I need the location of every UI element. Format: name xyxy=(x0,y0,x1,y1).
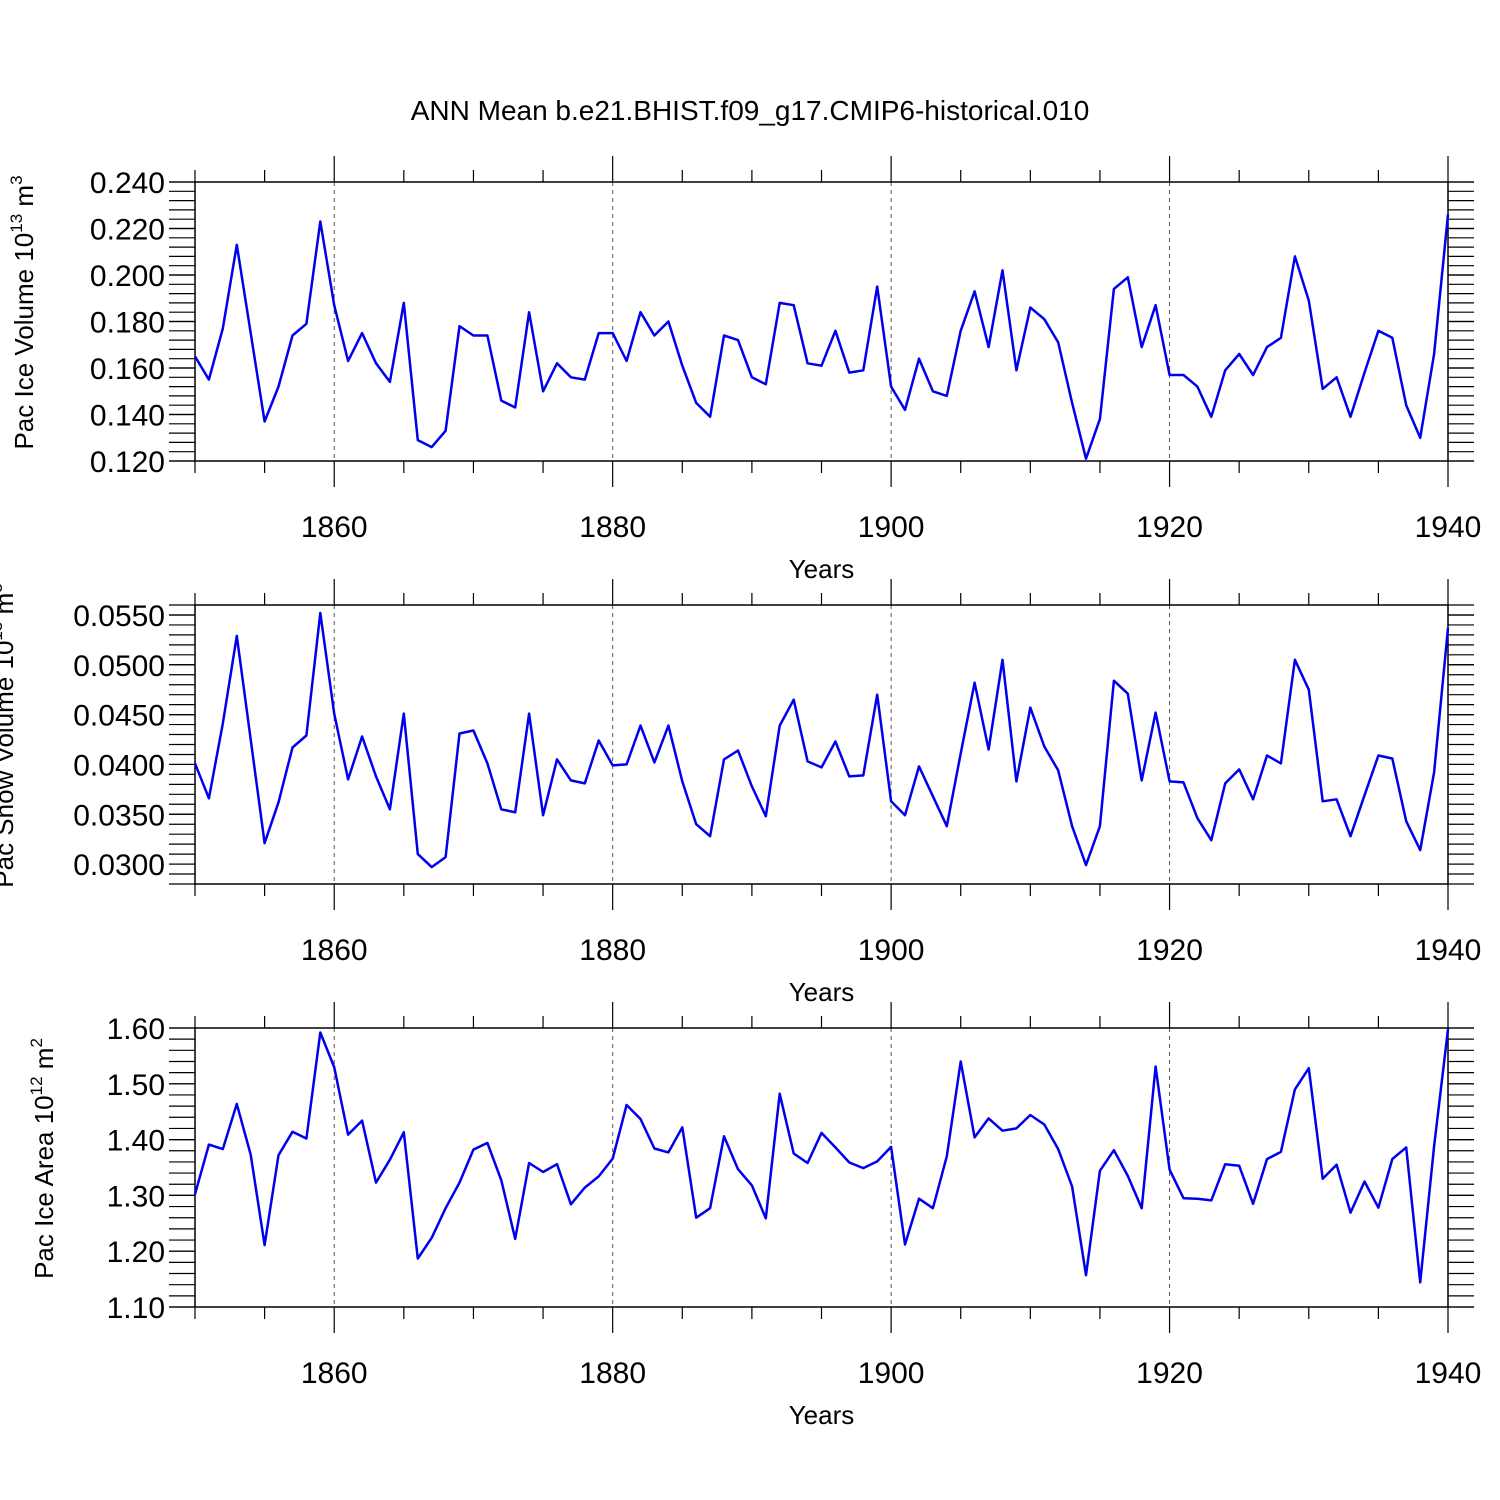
x-tick-label: 1900 xyxy=(858,1357,925,1390)
x-axis-label: Years xyxy=(789,977,855,1007)
x-tick-label: 1940 xyxy=(1415,1357,1482,1390)
x-tick-label: 1900 xyxy=(858,934,925,967)
panel-3: 1.10 1.20 1.30 1.40 1.50 1.60 1860 1880 1900 1920… xyxy=(27,1002,1481,1430)
y-tick-label: 1.40 xyxy=(107,1125,165,1158)
y-tick-label: 0.0550 xyxy=(73,600,165,633)
x-tick-label: 1920 xyxy=(1136,511,1203,544)
x-tick-label: 1900 xyxy=(858,511,925,544)
x-tick-label: 1860 xyxy=(301,511,368,544)
panel-1: 0.120 0.140 0.160 0.180 0.200 0.220 0.240 1860 1… xyxy=(7,156,1481,584)
x-tick-label: 1880 xyxy=(579,934,646,967)
x-tick-label: 1920 xyxy=(1136,934,1203,967)
y-tick-label: 0.180 xyxy=(90,307,165,340)
y-tick-label: 1.10 xyxy=(107,1292,165,1325)
y-axis-label: Pac Ice Area 1012 m2 xyxy=(27,1038,59,1279)
y-tick-label: 1.50 xyxy=(107,1069,165,1102)
y-tick-label: 1.20 xyxy=(107,1236,165,1269)
y-axis-label: Pac Ice Volume 1013 m3 xyxy=(7,175,39,449)
y-tick-label: 0.120 xyxy=(90,446,165,479)
x-tick-label: 1940 xyxy=(1415,934,1482,967)
y-tick-label: 0.240 xyxy=(90,167,165,200)
plot-frame xyxy=(194,604,1449,885)
y-tick-label: 1.30 xyxy=(107,1180,165,1213)
x-tick-label: 1940 xyxy=(1415,511,1482,544)
y-tick-label: 0.140 xyxy=(90,400,165,433)
y-tick-label: 0.160 xyxy=(90,353,165,386)
x-tick-label: 1920 xyxy=(1136,1357,1203,1390)
figure-title: ANN Mean b.e21.BHIST.f09_g17.CMIP6-histo… xyxy=(411,95,1090,126)
y-tick-label: 0.0500 xyxy=(73,650,165,683)
series-line xyxy=(193,611,1450,869)
series-line xyxy=(193,1028,1450,1284)
x-tick-label: 1860 xyxy=(301,934,368,967)
x-axis-label: Years xyxy=(789,554,855,584)
y-tick-label: 1.60 xyxy=(107,1013,165,1046)
x-axis-label: Years xyxy=(789,1400,855,1430)
y-tick-label: 0.220 xyxy=(90,214,165,247)
panel-2: 0.0300 0.0350 0.0400 0.0450 0.0500 0.0550 1860… xyxy=(0,579,1481,1007)
plot-frame xyxy=(194,1027,1449,1308)
y-tick-label: 0.0400 xyxy=(73,749,165,782)
y-axis-label: Pac Snow Volume 1013 m3 xyxy=(0,583,19,887)
x-tick-label: 1880 xyxy=(579,1357,646,1390)
series-line xyxy=(193,214,1450,460)
y-tick-label: 0.0300 xyxy=(73,849,165,882)
y-tick-label: 0.200 xyxy=(90,260,165,293)
plot-frame xyxy=(194,181,1449,462)
x-tick-label: 1880 xyxy=(579,511,646,544)
y-tick-label: 0.0450 xyxy=(73,700,165,733)
x-tick-label: 1860 xyxy=(301,1357,368,1390)
y-tick-label: 0.0350 xyxy=(73,799,165,832)
